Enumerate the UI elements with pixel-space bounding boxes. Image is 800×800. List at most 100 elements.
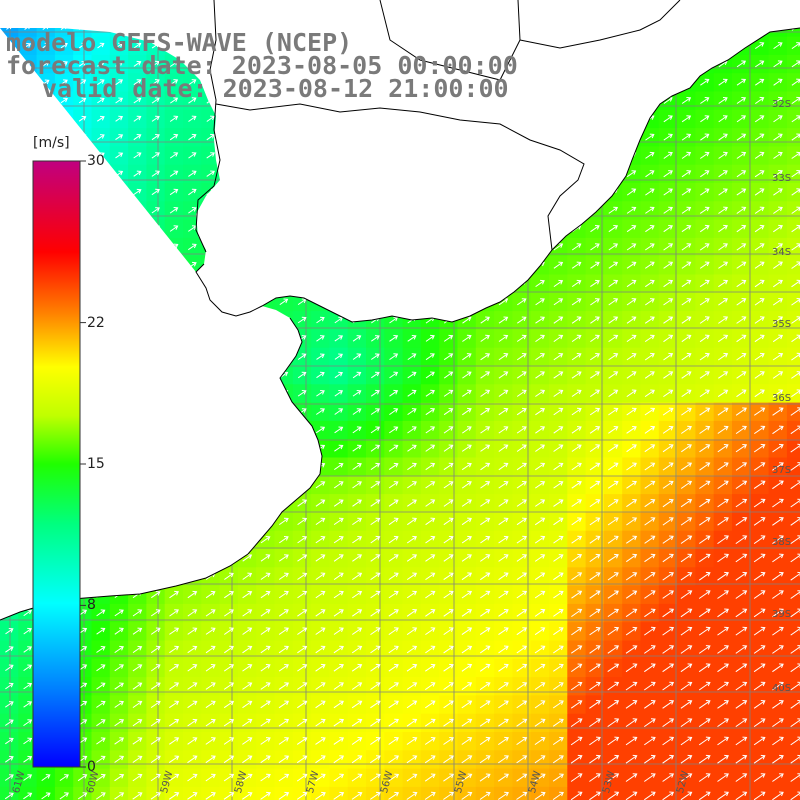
wind-arrow bbox=[150, 718, 161, 727]
wind-arrow bbox=[735, 663, 748, 673]
latitude-label: 38S bbox=[772, 537, 792, 548]
wind-arrow bbox=[571, 517, 582, 526]
wind-arrow bbox=[717, 517, 729, 526]
wind-arrow bbox=[444, 225, 454, 233]
wind-arrow bbox=[461, 700, 473, 709]
wind-arrow bbox=[351, 682, 363, 690]
wind-arrow bbox=[663, 352, 674, 361]
wind-arrow bbox=[187, 609, 198, 617]
wind-arrow bbox=[242, 298, 252, 306]
wind-arrow bbox=[571, 645, 583, 654]
wind-arrow bbox=[224, 79, 234, 86]
wind-arrow bbox=[169, 207, 179, 214]
wind-arrow bbox=[334, 24, 343, 31]
wind-arrow bbox=[698, 681, 711, 691]
wind-arrow bbox=[389, 170, 399, 178]
wind-arrow bbox=[242, 517, 253, 525]
wind-arrow bbox=[188, 152, 197, 159]
wind-arrow bbox=[462, 298, 472, 306]
wind-arrow bbox=[370, 590, 381, 599]
wind-arrow bbox=[151, 499, 161, 507]
wind-arrow bbox=[443, 645, 454, 654]
wind-arrow bbox=[773, 243, 783, 251]
wind-arrow bbox=[114, 719, 125, 727]
wind-arrow bbox=[735, 626, 748, 636]
wind-arrow bbox=[480, 78, 490, 86]
wind-arrow bbox=[388, 755, 400, 764]
wind-arrow bbox=[406, 773, 418, 782]
wind-arrow bbox=[662, 480, 674, 489]
wind-arrow bbox=[681, 261, 692, 269]
wind-arrow bbox=[188, 261, 197, 269]
wind-arrow bbox=[498, 316, 509, 324]
wind-arrow bbox=[96, 646, 106, 653]
wind-arrow bbox=[389, 78, 398, 86]
wind-arrow bbox=[516, 572, 527, 581]
wind-arrow bbox=[334, 97, 344, 104]
wind-arrow bbox=[352, 5, 362, 13]
wind-arrow bbox=[681, 334, 692, 343]
wind-arrow bbox=[133, 262, 142, 269]
wind-arrow bbox=[406, 791, 418, 800]
wind-arrow bbox=[644, 590, 656, 599]
wind-arrow bbox=[645, 206, 655, 214]
wind-arrow bbox=[334, 42, 343, 49]
wind-arrow bbox=[96, 518, 106, 525]
wind-arrow bbox=[224, 645, 234, 654]
wind-arrow bbox=[260, 572, 271, 580]
wind-arrow bbox=[443, 481, 454, 489]
wind-arrow bbox=[480, 42, 490, 49]
field-cell bbox=[695, 786, 715, 800]
wind-arrow bbox=[699, 462, 711, 471]
wind-arrow bbox=[260, 737, 271, 745]
wind-arrow bbox=[681, 243, 692, 251]
wind-arrow bbox=[187, 773, 198, 782]
field-cell bbox=[54, 786, 74, 800]
wind-arrow bbox=[224, 371, 234, 379]
wind-arrow bbox=[23, 426, 32, 433]
wind-arrow bbox=[370, 243, 380, 251]
wind-arrow bbox=[535, 5, 545, 13]
wind-arrow bbox=[242, 426, 252, 434]
wind-arrow bbox=[480, 279, 490, 288]
field-cell bbox=[91, 786, 111, 800]
wind-arrow bbox=[425, 371, 435, 379]
wind-arrow bbox=[717, 462, 729, 471]
wind-arrow bbox=[352, 206, 362, 214]
wind-arrow bbox=[187, 737, 198, 745]
wind-arrow bbox=[187, 792, 198, 800]
wind-arrow bbox=[662, 553, 674, 563]
wind-arrow bbox=[753, 663, 766, 673]
wind-arrow bbox=[681, 225, 692, 233]
field-cell bbox=[786, 457, 800, 477]
wind-arrow bbox=[717, 425, 729, 434]
wind-arrow bbox=[370, 280, 380, 287]
wind-arrow bbox=[534, 535, 546, 544]
wind-arrow bbox=[170, 6, 179, 12]
wind-arrow bbox=[187, 335, 197, 342]
field-cell bbox=[786, 549, 800, 568]
wind-arrow bbox=[480, 115, 490, 123]
wind-arrow bbox=[589, 736, 601, 746]
wind-arrow bbox=[736, 224, 747, 233]
wind-arrow bbox=[315, 700, 326, 709]
wind-arrow bbox=[352, 152, 362, 159]
wind-arrow bbox=[370, 609, 381, 617]
wind-arrow bbox=[718, 170, 728, 178]
wind-arrow bbox=[572, 206, 582, 214]
wind-arrow bbox=[700, 188, 710, 196]
wind-arrow bbox=[498, 609, 509, 617]
wind-arrow bbox=[644, 773, 656, 782]
wind-arrow bbox=[316, 206, 325, 214]
wind-arrow bbox=[772, 626, 784, 636]
wind-arrow bbox=[699, 444, 711, 453]
wind-arrow bbox=[499, 60, 508, 68]
wind-arrow bbox=[96, 773, 106, 782]
wind-arrow bbox=[425, 444, 436, 452]
wind-arrow bbox=[223, 755, 235, 764]
wind-arrow bbox=[535, 371, 545, 379]
wind-arrow bbox=[24, 134, 32, 140]
wind-arrow bbox=[333, 481, 344, 489]
field-cell bbox=[786, 786, 800, 800]
latitude-label: 40S bbox=[772, 683, 792, 694]
